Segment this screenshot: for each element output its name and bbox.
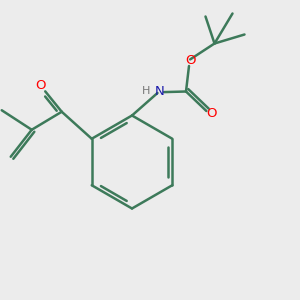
Text: O: O <box>206 107 217 120</box>
Text: O: O <box>185 54 196 67</box>
Text: O: O <box>35 80 46 92</box>
Text: H: H <box>142 86 150 96</box>
Text: N: N <box>155 85 165 98</box>
